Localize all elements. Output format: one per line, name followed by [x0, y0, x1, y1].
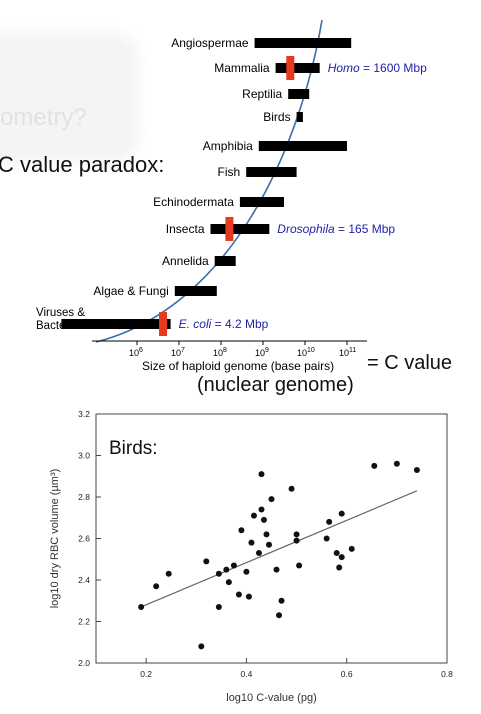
data-point-19 [260, 516, 267, 523]
range-bar-10 [61, 319, 171, 329]
data-point-14 [248, 539, 255, 546]
range-bar-1 [275, 63, 320, 73]
data-point-24 [276, 612, 283, 619]
regression-line [140, 490, 418, 608]
x-tick-label-0: 106 [129, 347, 143, 358]
data-point-37 [371, 462, 378, 469]
data-point-2 [165, 570, 172, 577]
data-point-12 [243, 568, 250, 575]
data-point-33 [336, 564, 343, 571]
data-point-18 [258, 471, 265, 478]
data-point-11 [238, 527, 245, 534]
category-label-2: Reptilia [242, 87, 282, 101]
data-point-17 [258, 506, 265, 513]
data-point-34 [338, 510, 345, 517]
faded-overlay-box [0, 42, 130, 154]
data-point-0 [138, 603, 145, 610]
data-point-22 [268, 496, 275, 503]
data-point-27 [293, 531, 300, 538]
category-label-9: Algae & Fungi [93, 284, 168, 298]
range-bar-2 [288, 89, 310, 99]
data-point-20 [263, 531, 270, 538]
y-tick-label-3: 2.6 [78, 534, 90, 544]
data-point-5 [215, 603, 222, 610]
category-label-10-line-0: Viruses & [36, 307, 85, 319]
y-tick-label-0: 2.0 [78, 658, 90, 668]
data-point-1 [153, 583, 160, 590]
species-marker-7 [225, 217, 234, 241]
data-point-35 [338, 554, 345, 561]
data-point-21 [265, 541, 272, 548]
range-bar-5 [246, 167, 297, 177]
category-label-10-line-1: Bacteria [36, 320, 79, 332]
category-label-7: Insecta [166, 222, 205, 236]
x-tick-label-4: 1010 [297, 347, 315, 358]
data-point-9 [230, 562, 237, 569]
x-tick-label-0: 0.2 [140, 669, 152, 679]
range-bar-6 [239, 197, 284, 207]
category-label-5: Fish [218, 165, 241, 179]
range-bar-8 [214, 256, 236, 266]
data-point-15 [250, 512, 257, 519]
x-tick-label-2: 108 [213, 347, 227, 358]
range-bar-9 [174, 286, 217, 296]
x-tick-label-2: 0.6 [341, 669, 353, 679]
species-annotation-7: Drosophila = 165 Mbp [277, 222, 395, 236]
x-axis-title: log10 C-value (pg) [226, 692, 317, 704]
x-tick-label-1: 0.4 [241, 669, 253, 679]
species-marker-10 [159, 312, 168, 336]
range-bar-0 [254, 38, 352, 48]
data-point-23 [273, 566, 280, 573]
range-bar-3 [296, 112, 303, 122]
data-point-26 [288, 485, 295, 492]
y-tick-label-6: 3.2 [78, 409, 90, 419]
data-point-36 [348, 545, 355, 552]
data-point-3 [198, 643, 205, 650]
c-value-equals-label: = C value [367, 352, 453, 374]
data-point-4 [203, 558, 210, 565]
category-label-0: Angiospermae [171, 36, 249, 50]
chart-title: Birds: [109, 438, 158, 459]
data-point-30 [323, 535, 330, 542]
data-point-38 [393, 460, 400, 467]
y-axis-title: log10 dry RBC volume (µm³) [49, 469, 61, 609]
data-point-7 [223, 566, 230, 573]
category-label-8: Annelida [162, 254, 209, 268]
category-label-6: Echinodermata [153, 195, 234, 209]
data-point-10 [235, 591, 242, 598]
birds-scatter-chart: 2.0 2.2 2.4 2.6 2.8 3.0 3.2 0.2 0.4 0.6 0.8 log10 C… [49, 409, 453, 704]
range-bar-7 [210, 224, 270, 234]
data-point-29 [296, 562, 303, 569]
category-label-1: Mammalia [214, 61, 270, 75]
species-annotation-10: E. coli = 4.2 Mbp [179, 317, 269, 331]
nuclear-genome-label: (nuclear genome) [197, 374, 354, 396]
data-point-39 [413, 467, 420, 474]
range-bar-4 [258, 141, 347, 151]
data-point-8 [225, 579, 232, 586]
data-point-25 [278, 597, 285, 604]
y-tick-label-1: 2.2 [78, 617, 90, 627]
y-tick-label-5: 3.0 [78, 451, 90, 461]
x-tick-label-3: 109 [255, 347, 269, 358]
y-tick-label-4: 2.8 [78, 492, 90, 502]
category-label-3: Birds [263, 110, 290, 124]
y-tick-label-2: 2.4 [78, 575, 90, 585]
data-point-16 [255, 550, 262, 557]
c-value-paradox-label: C value paradox: [0, 152, 165, 177]
x-tick-label-1: 107 [171, 347, 185, 358]
faded-question-text: ometry? [0, 104, 87, 131]
data-point-32 [333, 550, 340, 557]
data-point-28 [293, 537, 300, 544]
x-axis-title: Size of haploid genome (base pairs) [142, 359, 334, 373]
data-point-13 [245, 593, 252, 600]
data-point-6 [215, 570, 222, 577]
genome-size-chart: Angiospermae Mammalia Homo = 1600 Mbp Repti… [36, 19, 427, 373]
x-tick-label-3: 0.8 [441, 669, 453, 679]
x-tick-label-5: 1011 [339, 347, 356, 358]
species-annotation-1: Homo = 1600 Mbp [328, 61, 427, 75]
species-marker-1 [286, 56, 295, 80]
data-point-31 [326, 518, 333, 525]
category-label-4: Amphibia [203, 139, 253, 153]
